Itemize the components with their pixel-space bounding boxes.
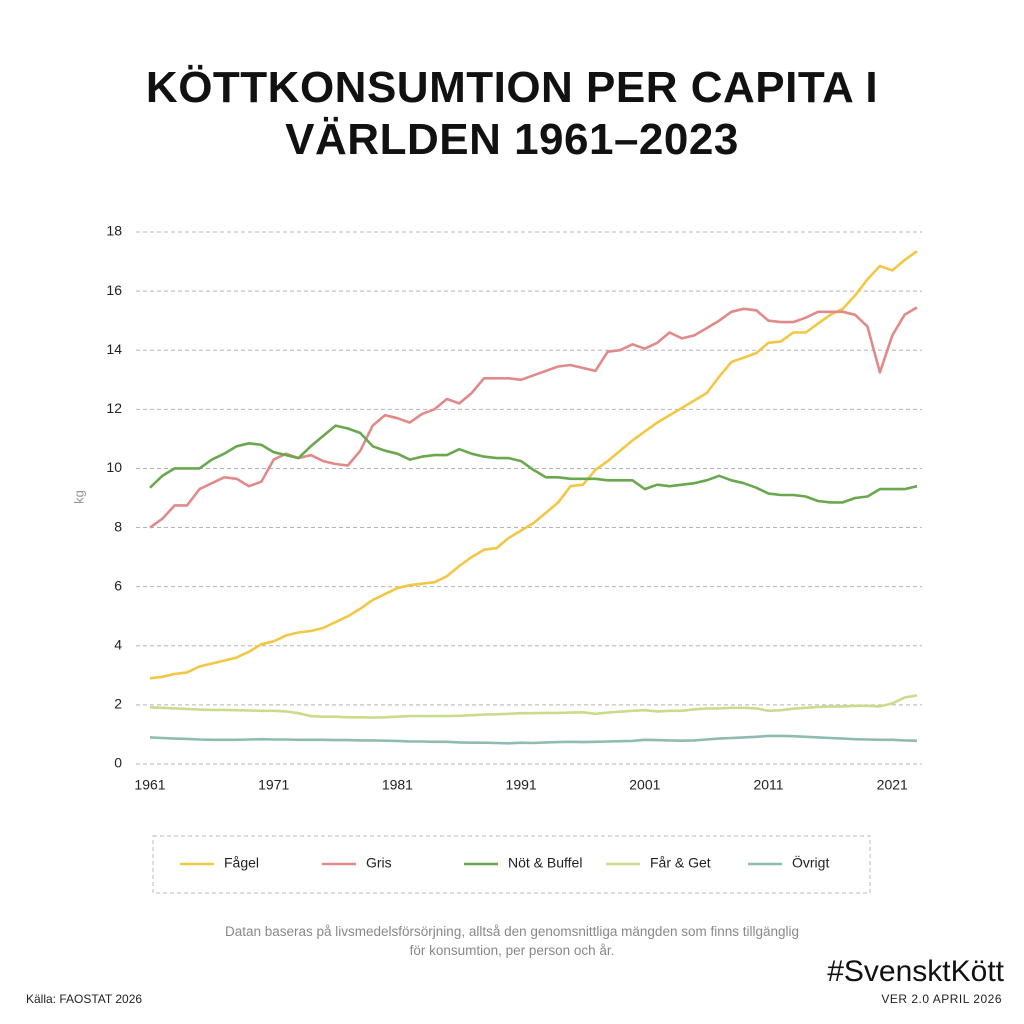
legend-label: Övrigt (792, 854, 829, 871)
legend-box (152, 835, 871, 894)
y-tick-label: 4 (114, 636, 122, 652)
y-axis-label: kg (71, 490, 86, 504)
y-tick-label: 0 (114, 755, 122, 771)
version: VER 2.0 APRIL 2026 (881, 992, 1002, 1006)
note: Datan baseras på livsmedelsförsörjning, … (224, 924, 800, 958)
y-tick-label: 16 (106, 282, 122, 298)
x-tick-label: 1981 (382, 777, 413, 793)
x-tick-label: 2021 (877, 777, 908, 793)
series-line (149, 424, 918, 504)
y-tick-label: 18 (106, 223, 122, 239)
series-line (149, 306, 918, 529)
legend-label: Gris (366, 855, 392, 871)
legend-label: Fågel (224, 855, 259, 871)
x-tick-label: 1991 (506, 777, 537, 793)
y-tick-label: 2 (114, 696, 122, 712)
series-line (149, 250, 918, 680)
y-tick-label: 10 (106, 459, 122, 475)
x-tick-label: 1971 (258, 777, 289, 793)
series-line (149, 734, 918, 745)
legend-label: Får & Get (650, 855, 711, 871)
y-tick-label: 12 (106, 400, 122, 416)
series-line (149, 694, 918, 719)
legend-label: Nöt & Buffel (508, 855, 582, 871)
y-tick-label: 8 (114, 518, 122, 534)
y-tick-label: 6 (114, 577, 122, 593)
hashtag: #SvensktKött (827, 955, 1004, 988)
source: Källa: FAOSTAT 2026 (26, 992, 143, 1006)
chart-title: KÖTTKONSUMTION PER CAPITA I VÄRLDEN 1961… (145, 63, 879, 164)
y-tick-label: 14 (106, 341, 122, 357)
x-tick-label: 1961 (134, 777, 165, 793)
x-tick-label: 2011 (753, 777, 783, 793)
x-tick-label: 2001 (629, 777, 660, 793)
